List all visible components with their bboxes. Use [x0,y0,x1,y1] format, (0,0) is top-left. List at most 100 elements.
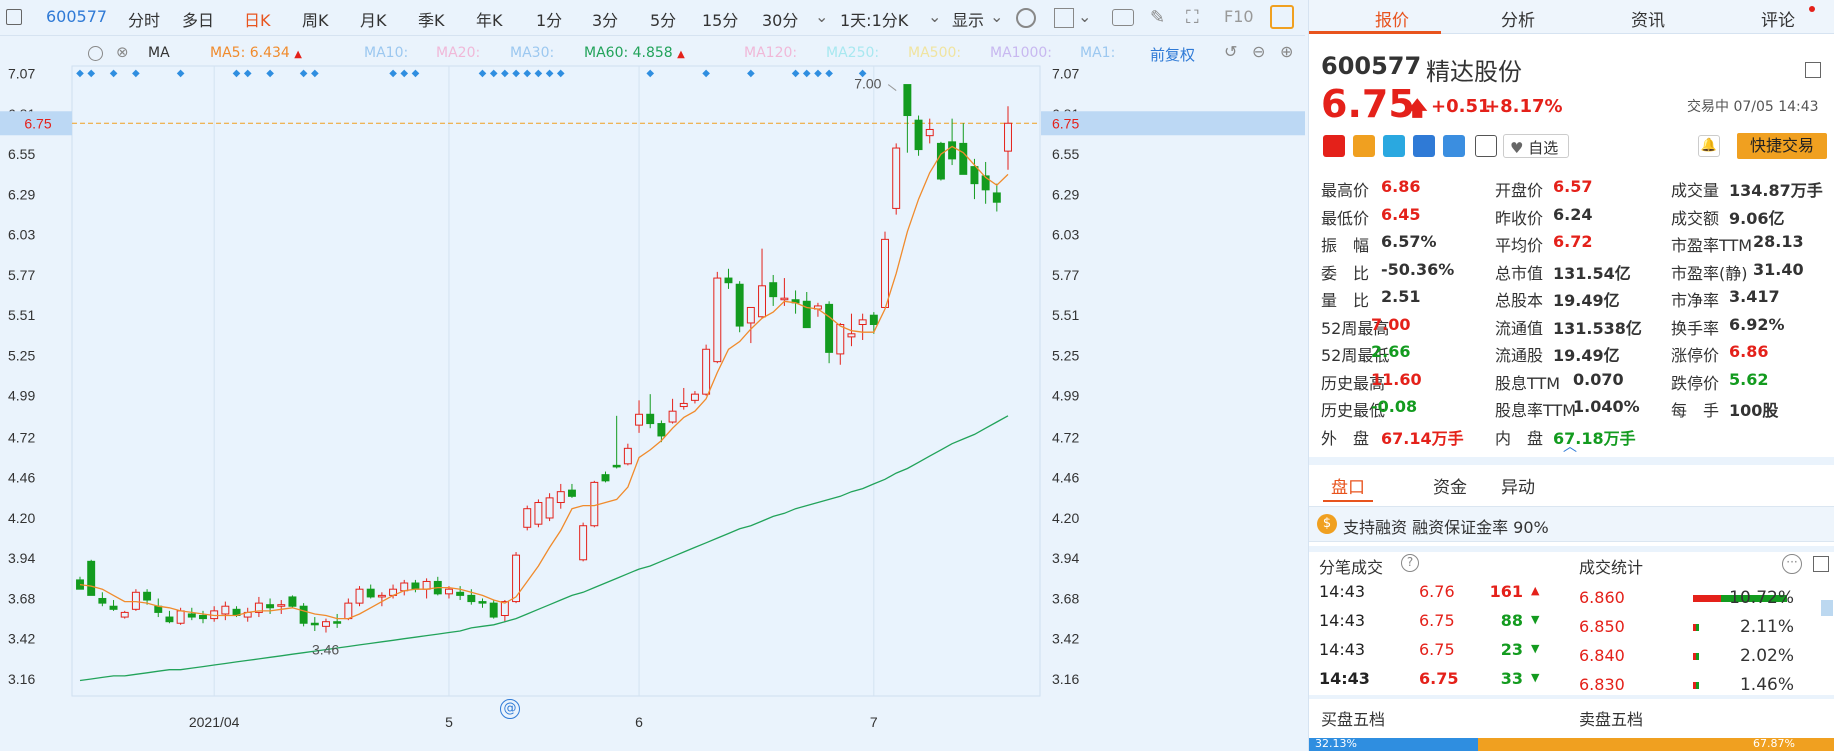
stat-value: 6.45 [1381,204,1421,224]
stat-label: 每 手 [1671,401,1720,420]
candle-body [903,84,912,117]
tab-period-5[interactable]: 季K [418,11,445,30]
stat-label: 52周最高 [1321,318,1390,338]
tab-analysis[interactable]: 分析 [1501,11,1535,31]
tab-funds[interactable]: 资金 [1433,478,1467,498]
tab-period-1[interactable]: 多日 [182,11,215,30]
tab-orderbook[interactable]: 盘口 [1331,478,1365,498]
bid-ratio-fill [1309,738,1478,751]
candle-body [590,481,599,527]
candle-body [881,238,889,308]
f10-button[interactable]: F10 [1224,7,1254,26]
flag-icon[interactable] [1323,135,1345,157]
event-marker: ◆ [501,68,509,79]
panel-menu-icon[interactable] [1805,62,1821,78]
chevron-down-icon: ⌄ [928,7,942,26]
square-icon[interactable] [1054,8,1074,28]
gear-icon[interactable] [1016,8,1036,28]
tab-period-3[interactable]: 周K [302,11,329,30]
zoom-out-icon[interactable]: ⊖ [1252,42,1266,61]
stat-value: 0.070 [1573,369,1624,389]
display-menu[interactable]: 显示 [952,11,985,30]
adjust-button[interactable]: 前复权 [1150,46,1196,64]
multi-day-select[interactable]: 1天:1分K [840,11,909,30]
fullscreen-icon[interactable]: ⛶ [1186,7,1199,28]
at-icon[interactable]: @ [500,699,520,719]
more-icon[interactable]: ··· [1782,554,1802,574]
stat-label: 昨收价 [1495,208,1544,228]
event-marker: ◆ [512,68,520,79]
stat-value: 2.51 [1381,287,1421,306]
gear-icon[interactable] [88,46,103,61]
panel-toggle-icon[interactable] [1270,5,1294,29]
event-marker: ◆ [233,68,241,79]
tab-comments[interactable]: 评论 [1761,11,1795,31]
y-tick-right: 4.72 [1052,429,1079,445]
candle-body [825,303,834,353]
y-tick-right: 3.68 [1052,590,1079,606]
tab-period-10[interactable]: 15分 [702,11,739,30]
watchlist-button[interactable]: ♥ 自选 [1503,134,1569,158]
candle-body [254,602,263,613]
quick-trade-button[interactable]: 快捷交易 [1737,133,1827,159]
swap-icon[interactable] [1383,135,1405,157]
stat-value: 2.66 [1371,342,1411,361]
coin-icon: $ [1317,514,1337,534]
pencil-icon[interactable]: ✎ [1150,7,1166,28]
tab-period-9[interactable]: 5分 [650,11,677,30]
help-icon[interactable]: ? [1401,554,1419,572]
tick-time: 14:43 [1319,582,1366,601]
tab-period-4[interactable]: 月K [360,11,387,30]
tab-period-7[interactable]: 1分 [536,11,563,30]
tab-period-8[interactable]: 3分 [592,11,619,30]
y-tick-left: 7.07 [8,66,35,82]
tab-period-6[interactable]: 年K [476,11,503,30]
event-marker: ◆ [389,68,397,79]
stat-value: 131.538亿 [1553,318,1642,338]
tab-period-11[interactable]: 30分 [762,11,799,30]
kline-chart[interactable]: 7.077.076.816.816.556.556.296.296.036.03… [0,36,1305,751]
event-marker: ◆ [557,68,565,79]
y-tick-left: 5.25 [8,347,35,363]
tab-period-2[interactable]: 日K [244,11,271,30]
y-tick-right: 3.42 [1052,631,1079,647]
note-icon[interactable] [1475,135,1497,157]
dollar-icon[interactable] [1413,135,1435,157]
sidebar-toggle-icon[interactable] [6,9,22,25]
stat-label: 总市值 [1495,263,1544,283]
stat-bar [1693,682,1699,689]
scroll-bar[interactable] [1821,600,1833,616]
lightning-icon[interactable] [1353,135,1375,157]
candle-body [746,306,755,324]
tab-period-0[interactable]: 分时 [128,11,161,30]
zoom-in-icon[interactable]: ⊕ [1280,42,1294,61]
close-icon[interactable]: ⊗ [116,43,129,61]
stat-label: 流通股 [1495,346,1544,365]
camera-icon[interactable] [1112,9,1134,26]
notification-dot [1809,6,1815,12]
tag-icon[interactable] [1443,135,1465,157]
ma-indicator-label[interactable]: MA [148,45,170,61]
up-triangle-icon: ▲ [1531,584,1540,597]
stat-label: 外 盘 [1321,428,1370,448]
stat-value: 6.24 [1553,204,1593,224]
tab-quote[interactable]: 报价 [1375,11,1409,31]
bell-icon[interactable]: 🔔 [1698,135,1720,157]
trade-status: 交易中 07/05 14:43 [1687,99,1819,115]
stat-bar [1693,624,1699,631]
stat-label: 内 盘 [1495,428,1544,448]
candle-body [444,588,453,595]
event-marker: ◆ [859,68,867,79]
candle-body [612,464,621,468]
tab-abnormal[interactable]: 异动 [1501,478,1535,498]
chevron-down-icon[interactable]: ⌄ [815,7,829,26]
tick-price: 6.75 [1419,669,1459,688]
tab-news[interactable]: 资讯 [1631,11,1665,31]
ma5-line [79,145,1009,620]
undo-icon[interactable]: ↺ [1224,42,1238,61]
panel-menu-icon[interactable] [1813,556,1829,572]
expand-icon[interactable]: ︿ [1563,439,1577,455]
heart-icon: ♥ [1510,139,1524,157]
stock-code: 600577 [46,7,108,26]
event-marker: ◆ [479,68,487,79]
